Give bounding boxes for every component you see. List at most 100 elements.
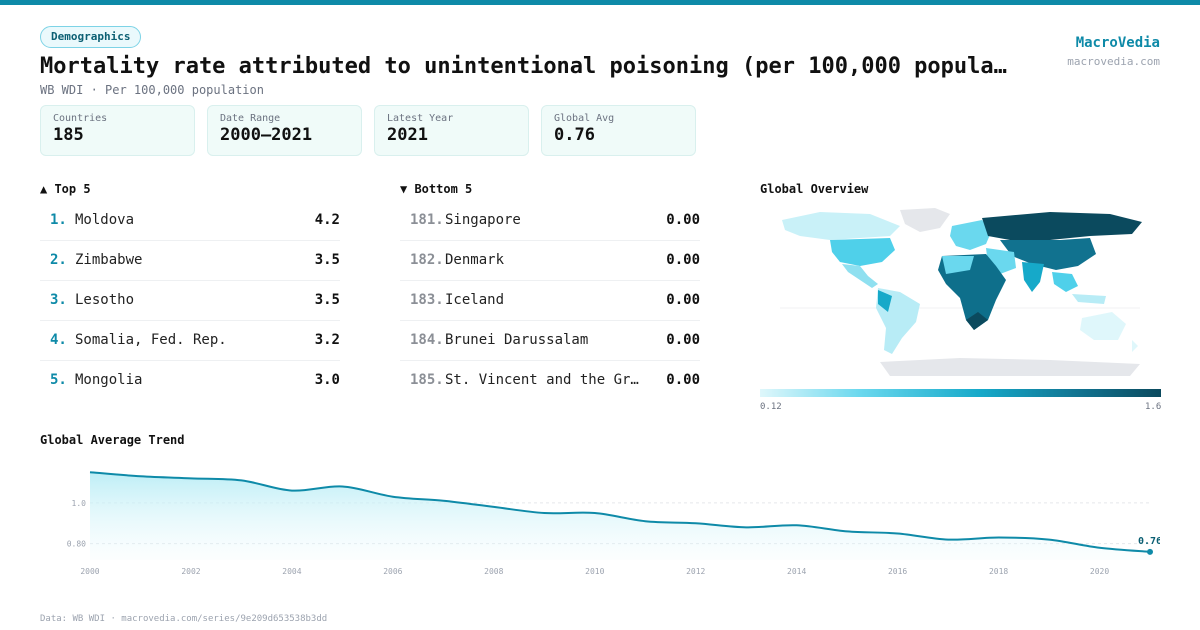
region-se-asia[interactable] <box>1052 272 1078 292</box>
region-new-zealand[interactable] <box>1132 340 1138 352</box>
country-name: Zimbabwe <box>75 252 143 268</box>
list-item[interactable]: 1. Moldova 4.2 <box>40 201 340 241</box>
rank-number: 185. <box>410 372 444 388</box>
region-india[interactable] <box>1022 262 1044 292</box>
region-canada[interactable] <box>782 212 900 240</box>
rank-number: 5. <box>50 372 67 388</box>
country-name: Moldova <box>75 212 135 228</box>
trend-end-label: 0.76 <box>1138 536 1160 547</box>
country-name: St. Vincent and the Gr… <box>445 372 639 388</box>
stat-value: 2000–2021 <box>220 125 313 145</box>
stat-card-global-avg: Global Avg 0.76 <box>541 105 696 156</box>
stat-card-latest-year: Latest Year 2021 <box>374 105 529 156</box>
stat-value: 0.76 <box>554 125 595 145</box>
country-value: 3.0 <box>314 372 340 388</box>
region-north-africa[interactable] <box>942 256 974 274</box>
world-map-svg <box>780 208 1142 376</box>
brand: MacroVedia macrovedia.com <box>1067 35 1160 68</box>
region-antarctica[interactable] <box>880 358 1140 376</box>
rank-number: 184. <box>410 332 444 348</box>
x-tick-label: 2010 <box>585 567 604 576</box>
rank-number: 182. <box>410 252 444 268</box>
brand-name[interactable]: MacroVedia <box>1075 35 1160 51</box>
region-mexico[interactable] <box>842 264 878 288</box>
trend-svg: 1.0 0.80 2000 2002 2004 2006 2008 2010 2012 2014 2… <box>67 471 1162 576</box>
bottom5-title: ▼ Bottom 5 <box>400 182 473 196</box>
x-tick-label: 2020 <box>1090 567 1109 576</box>
country-name: Singapore <box>445 212 521 228</box>
y-tick-label: 1.0 <box>72 499 87 508</box>
top5-list: 1. Moldova 4.2 2. Zimbabwe 3.5 3. Lesoth… <box>40 201 340 401</box>
region-andes[interactable] <box>878 290 892 312</box>
rank-number: 1. <box>50 212 67 228</box>
country-name: Brunei Darussalam <box>445 332 589 348</box>
region-africa[interactable] <box>938 254 1006 330</box>
country-value: 3.5 <box>314 292 340 308</box>
legend-min-label: 0.12 <box>760 402 782 412</box>
rank-number: 4. <box>50 332 67 348</box>
trend-chart: 1.0 0.80 2000 2002 2004 2006 2008 2010 2012 2014 2… <box>40 450 1162 585</box>
top-accent-bar <box>0 0 1200 5</box>
map-legend-bar <box>760 389 1161 397</box>
region-usa[interactable] <box>830 238 895 266</box>
region-asia[interactable] <box>1000 238 1096 270</box>
region-greenland[interactable] <box>900 208 950 232</box>
rank-number: 183. <box>410 292 444 308</box>
rank-number: 2. <box>50 252 67 268</box>
world-map[interactable] <box>760 200 1161 385</box>
list-item[interactable]: 4. Somalia, Fed. Rep. 3.2 <box>40 321 340 361</box>
region-indonesia[interactable] <box>1072 294 1106 304</box>
country-name: Mongolia <box>75 372 143 388</box>
x-tick-label: 2012 <box>686 567 705 576</box>
x-tick-label: 2004 <box>282 567 301 576</box>
x-tick-label: 2014 <box>787 567 806 576</box>
stat-card-countries: Countries 185 <box>40 105 195 156</box>
y-tick-label: 0.80 <box>67 540 86 549</box>
country-name: Denmark <box>445 252 505 268</box>
stat-label: Latest Year <box>387 113 454 124</box>
rank-number: 181. <box>410 212 444 228</box>
region-australia[interactable] <box>1080 312 1126 340</box>
list-item[interactable]: 184. Brunei Darussalam 0.00 <box>400 321 700 361</box>
list-item[interactable]: 3. Lesotho 3.5 <box>40 281 340 321</box>
country-value: 0.00 <box>666 252 700 268</box>
x-tick-label: 2016 <box>888 567 907 576</box>
list-item[interactable]: 182. Denmark 0.00 <box>400 241 700 281</box>
stat-label: Global Avg <box>554 113 615 124</box>
rank-number: 3. <box>50 292 67 308</box>
trend-area <box>90 472 1150 560</box>
bottom5-list: 181. Singapore 0.00 182. Denmark 0.00 18… <box>400 201 700 401</box>
list-item[interactable]: 183. Iceland 0.00 <box>400 281 700 321</box>
x-tick-label: 2018 <box>989 567 1008 576</box>
x-tick-label: 2000 <box>80 567 99 576</box>
list-item[interactable]: 2. Zimbabwe 3.5 <box>40 241 340 281</box>
country-value: 4.2 <box>314 212 340 228</box>
list-item[interactable]: 5. Mongolia 3.0 <box>40 361 340 401</box>
country-value: 0.00 <box>666 292 700 308</box>
list-item[interactable]: 185. St. Vincent and the Gr… 0.00 <box>400 361 700 401</box>
brand-url[interactable]: macrovedia.com <box>1067 55 1160 68</box>
trend-title: Global Average Trend <box>40 433 185 447</box>
stat-value: 185 <box>53 125 84 145</box>
trend-line <box>89 471 1151 553</box>
country-name: Somalia, Fed. Rep. <box>75 332 227 348</box>
country-value: 3.2 <box>314 332 340 348</box>
country-name: Lesotho <box>75 292 135 308</box>
x-tick-label: 2006 <box>383 567 402 576</box>
stat-value: 2021 <box>387 125 428 145</box>
footer-source[interactable]: Data: WB WDI · macrovedia.com/series/9e2… <box>40 614 328 624</box>
country-value: 0.00 <box>666 212 700 228</box>
country-name: Iceland <box>445 292 505 308</box>
region-russia[interactable] <box>982 212 1142 240</box>
page-subtitle: WB WDI · Per 100,000 population <box>40 83 264 97</box>
region-southern-africa[interactable] <box>966 312 988 330</box>
region-europe[interactable] <box>950 220 992 250</box>
stat-label: Countries <box>53 113 108 124</box>
country-value: 3.5 <box>314 252 340 268</box>
x-tick-label: 2008 <box>484 567 503 576</box>
list-item[interactable]: 181. Singapore 0.00 <box>400 201 700 241</box>
category-tag[interactable]: Demographics <box>40 26 142 48</box>
stat-card-date-range: Date Range 2000–2021 <box>207 105 362 156</box>
trend-end-point <box>1147 548 1153 555</box>
country-value: 0.00 <box>666 372 700 388</box>
